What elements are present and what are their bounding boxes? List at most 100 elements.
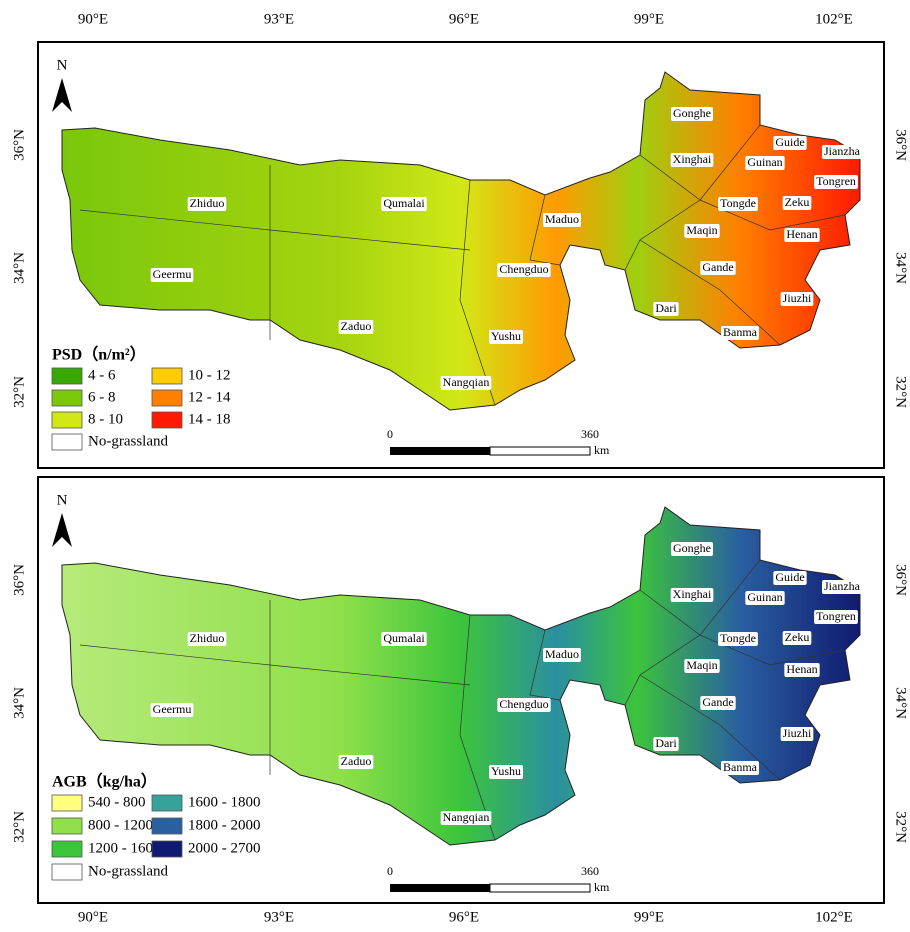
lat-label: 36°N [893, 564, 909, 596]
county-label: Yushu [491, 329, 521, 343]
legend-label: No-grassland [88, 433, 168, 449]
county-label: Nangqian [443, 810, 490, 824]
scale-bar-black [390, 447, 490, 455]
county-label: Tongren [816, 174, 856, 188]
legend-label: 14 - 18 [188, 411, 231, 427]
county-label-bg [440, 811, 492, 825]
legend-swatch [51, 367, 83, 385]
county-label: Banma [723, 760, 758, 774]
county-label: Jianzha [824, 144, 861, 158]
county-label-bg [780, 292, 814, 306]
county-label-bg [814, 610, 858, 624]
county-label-bg [381, 632, 427, 646]
county-label-bg [543, 213, 581, 227]
county-label-bg [745, 156, 785, 170]
county-boundary [79, 209, 471, 251]
county-label: Gonghe [673, 106, 711, 120]
legend-swatch [151, 389, 183, 407]
legend-swatch [51, 863, 83, 881]
county-label: Dari [655, 301, 677, 315]
lat-label: 34°N [11, 687, 27, 719]
county-label: Guinan [747, 155, 782, 169]
legend-swatch [151, 817, 183, 835]
north-label: N [57, 492, 68, 508]
legend-label: 8 - 10 [88, 411, 123, 427]
scale-bar-black [390, 884, 490, 892]
lat-label: 32°N [893, 376, 909, 408]
legend-swatch [151, 411, 183, 429]
county-label-bg [782, 631, 812, 645]
lat-label: 32°N [11, 811, 27, 843]
north-arrow [52, 513, 72, 547]
lat-label: 36°N [11, 564, 27, 596]
county-label-bg [684, 224, 720, 238]
county-label: Banma [723, 325, 758, 339]
lon-label: 93°E [264, 909, 294, 925]
county-label-bg [773, 136, 807, 150]
county-label-bg [338, 755, 374, 769]
lat-label: 32°N [11, 376, 27, 408]
county-label-bg [653, 302, 679, 316]
county-label: Zaduo [341, 754, 372, 768]
county-label-bg [814, 175, 858, 189]
legend-swatch [51, 411, 83, 429]
county-label: Geermu [153, 702, 192, 716]
county-label: Dari [655, 736, 677, 750]
county-label: Zhiduo [190, 196, 225, 210]
legend-label: 12 - 14 [188, 389, 231, 405]
legend-label: 800 - 1200 [88, 817, 153, 833]
scale-bar-white [489, 446, 591, 456]
county-label-bg [780, 727, 814, 741]
county-label: Zhiduo [190, 631, 225, 645]
county-label-bg [670, 588, 714, 602]
county-label: Tongren [816, 609, 856, 623]
county-label-bg [782, 196, 812, 210]
county-boundary [459, 179, 496, 406]
county-label-bg [822, 145, 862, 159]
county-label: Jiuzhi [783, 291, 812, 305]
lon-label: 96°E [449, 11, 479, 27]
legend-label: 540 - 800 [88, 794, 146, 810]
legend-title: AGB（kg/ha） [52, 773, 157, 791]
scale-unit: km [594, 880, 610, 894]
county-label: Qumalai [383, 631, 425, 645]
map-panel: 36°N 36°N 34°N 34°N 32°N 32°N N Gonghe Guide Jian… [11, 41, 909, 469]
north-arrow [52, 78, 72, 112]
legend-label: 1200 - 1600 [88, 840, 161, 856]
county-label-bg [684, 659, 720, 673]
county-label: Maqin [686, 658, 717, 672]
county-label-bg [187, 632, 227, 646]
county-label: Nangqian [443, 375, 490, 389]
county-label: Gande [702, 260, 733, 274]
map-panel: 36°N 36°N 34°N 34°N 32°N 32°N N Gonghe Guide Jian… [11, 476, 909, 904]
county-boundary [529, 194, 561, 266]
county-label: Zeku [785, 195, 810, 209]
lon-label: 90°E [78, 11, 108, 27]
panel-frame [37, 476, 885, 904]
county-label-bg [784, 228, 820, 242]
county-boundary [79, 644, 471, 686]
county-label-bg [721, 326, 759, 340]
county-label-bg [700, 261, 736, 275]
county-label: Yushu [491, 764, 521, 778]
lat-label: 36°N [893, 129, 909, 161]
county-label-bg [187, 197, 227, 211]
legend-label: No-grassland [88, 863, 168, 879]
lat-label: 34°N [11, 252, 27, 284]
county-label-bg [671, 542, 713, 556]
legend-swatch [151, 367, 183, 385]
county-boundary [459, 614, 496, 841]
county-label: Gande [702, 695, 733, 709]
county-label-bg [745, 591, 785, 605]
legend-label: 1800 - 2000 [188, 817, 261, 833]
lon-label: 102°E [815, 909, 853, 925]
county-label-bg [150, 703, 194, 717]
county-boundary [639, 239, 781, 346]
county-label-bg [671, 107, 713, 121]
county-label: Henan [786, 662, 817, 676]
lon-label: 93°E [264, 11, 294, 27]
region [61, 71, 861, 411]
county-label: Xinghai [673, 152, 712, 166]
county-label: Tongde [720, 631, 756, 645]
